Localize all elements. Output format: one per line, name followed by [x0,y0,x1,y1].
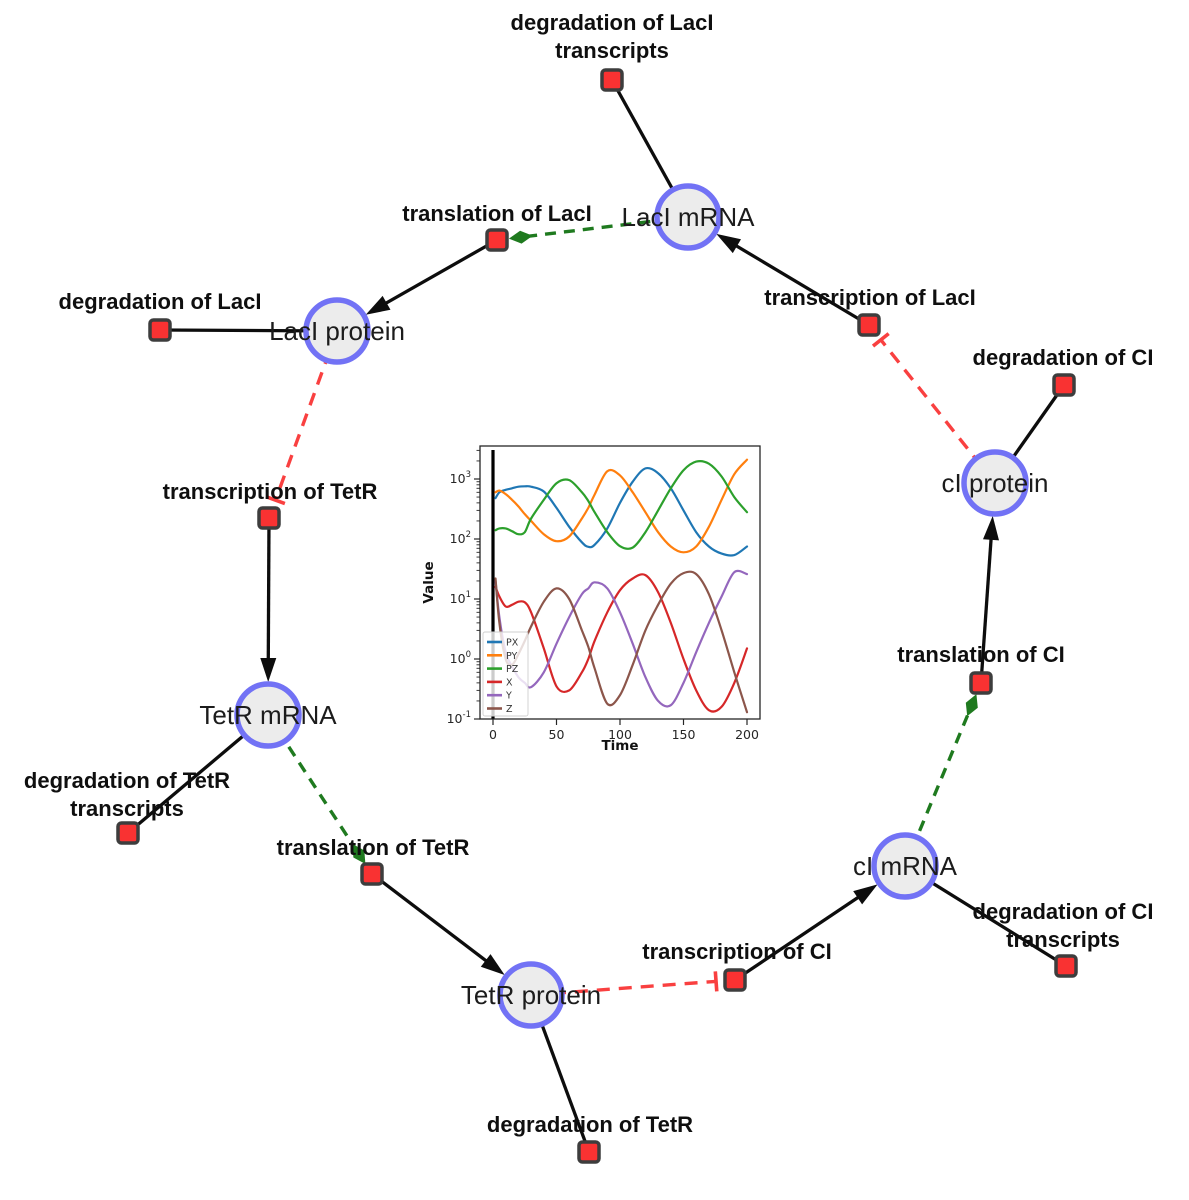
x-tick-label-0: 0 [489,727,497,742]
x-tick-label-150: 150 [672,727,696,742]
reaction-label-deg-laci-line1: degradation of LacI [59,289,262,314]
edge-tl-tetr-to-tetr-protein-production [371,872,505,975]
legend-label-Z: Z [506,704,513,715]
diamond-arrowhead-icon [352,843,366,864]
reaction-node-deg-ci-tx[interactable] [1054,954,1078,978]
series-curve-PX [494,466,749,557]
diamond-arrowhead-icon [508,230,533,244]
reaction-label-tl-ci-line1: translation of CI [897,642,1064,667]
reaction-label-tx-ci-line1: transcription of CI [642,939,831,964]
tee-bar-icon [265,495,286,506]
legend-label-PZ: PZ [506,664,519,675]
reaction-node-deg-laci[interactable] [148,318,172,342]
edge-tx-tetr-to-tetr-mrna-production [260,517,277,682]
species-label-ci-protein: cI protein [942,468,1049,498]
arrowhead-icon [853,884,878,905]
reaction-label-tl-laci-line1: translation of LacI [402,201,591,226]
reaction-label-tl-tetr-line1: translation of TetR [277,835,470,860]
x-tick-label-100: 100 [608,727,632,742]
label-layer: degradation of LacI transcripts translatio… [24,10,1154,1137]
arrowhead-icon [983,515,999,541]
reaction-node-deg-laci-tx[interactable] [600,68,624,92]
x-tick-label-50: 50 [549,727,565,742]
chart-legend: PX PY PZ XYZ [482,631,529,717]
y-tick-label-1e-1: 10-1 [447,710,471,726]
series-curve-PY [494,458,749,554]
series-curve-X [494,573,749,713]
reaction-node-tx-laci[interactable] [857,313,881,337]
species-node-ci-protein[interactable] [961,449,1029,517]
y-axis-title: Value [421,561,437,603]
axes-spines [479,445,761,720]
x-axis-title: Time [601,738,638,754]
y-tick-label-1e2: 102 [450,530,471,546]
species-label-ci-mrna: cI mRNA [853,851,958,881]
y-tick-label-1e1: 101 [450,590,471,606]
legend-label-PX: PX [506,638,519,649]
reaction-label-deg-ci-tx-line2: transcripts [1006,927,1120,952]
arrowhead-icon [365,295,391,315]
species-node-ci-mrna[interactable] [871,832,939,900]
tee-bar-icon [713,971,719,992]
reaction-node-deg-ci[interactable] [1052,373,1076,397]
reaction-label-deg-tetr-tx-line1: degradation of TetR [24,768,230,793]
species-node-tetr-mrna[interactable] [234,681,302,749]
species-label-laci-protein: LacI protein [269,316,405,346]
arrowhead-icon [716,233,741,254]
arrowhead-icon [480,954,505,975]
species-node-laci-protein[interactable] [303,297,371,365]
reaction-label-deg-laci-tx-line1: degradation of LacI [511,10,714,35]
production-line [734,891,866,982]
inset-chart: 103 102 101 100 10-1 0 50 100 150 200 PX PY PZ XYZ Tim… [421,445,761,754]
edge-tx-laci-to-laci-mrna-production [716,233,870,327]
species-label-laci-mrna: LacI mRNA [622,202,756,232]
legend-label-Y: Y [505,691,512,702]
legend-label-PY: PY [506,651,518,662]
species-node-laci-mrna[interactable] [654,183,722,251]
x-tick-label-200: 200 [735,727,759,742]
legend-label-X: X [506,677,513,688]
arrowhead-icon [260,658,277,682]
reaction-label-deg-tetr-line1: degradation of TetR [487,1112,693,1137]
edge-tl-ci-to-ci-protein-production [979,515,999,684]
reaction-node-tl-laci[interactable] [485,228,509,252]
reaction-node-deg-tetr[interactable] [577,1140,601,1164]
node-layer [116,68,1078,1164]
reaction-node-deg-tetr-tx[interactable] [116,821,140,845]
species-label-tetr-mrna: TetR mRNA [199,700,337,730]
y-tick-label-1e0: 100 [450,650,471,666]
reaction-node-tl-ci[interactable] [969,671,993,695]
reaction-node-tl-tetr[interactable] [360,862,384,886]
reaction-node-tx-ci[interactable] [723,968,747,992]
production-line [979,531,994,684]
tee-bar-icon [871,332,890,348]
reaction-label-deg-ci-line1: degradation of CI [973,345,1154,370]
production-line [729,240,870,327]
edge-tl-laci-to-laci-protein-production [365,238,498,315]
reaction-label-deg-laci-tx-line2: transcripts [555,38,669,63]
reaction-label-tx-laci-line1: transcription of LacI [764,285,975,310]
diamond-arrowhead-icon [965,694,978,717]
species-label-tetr-protein: TetR protein [461,980,601,1010]
reaction-node-tx-tetr[interactable] [257,506,281,530]
y-tick-label-1e3: 103 [450,470,471,486]
reaction-label-deg-tetr-tx-line2: transcripts [70,796,184,821]
reaction-label-tx-tetr-line1: transcription of TetR [163,479,378,504]
production-line [378,238,498,309]
series-curve-PZ [494,460,749,550]
production-line [371,872,494,967]
species-node-tetr-protein[interactable] [497,961,565,1029]
edge-tx-ci-to-ci-mrna-production [734,884,878,982]
production-line [266,517,271,667]
reaction-label-deg-ci-tx-line1: degradation of CI [973,899,1154,924]
